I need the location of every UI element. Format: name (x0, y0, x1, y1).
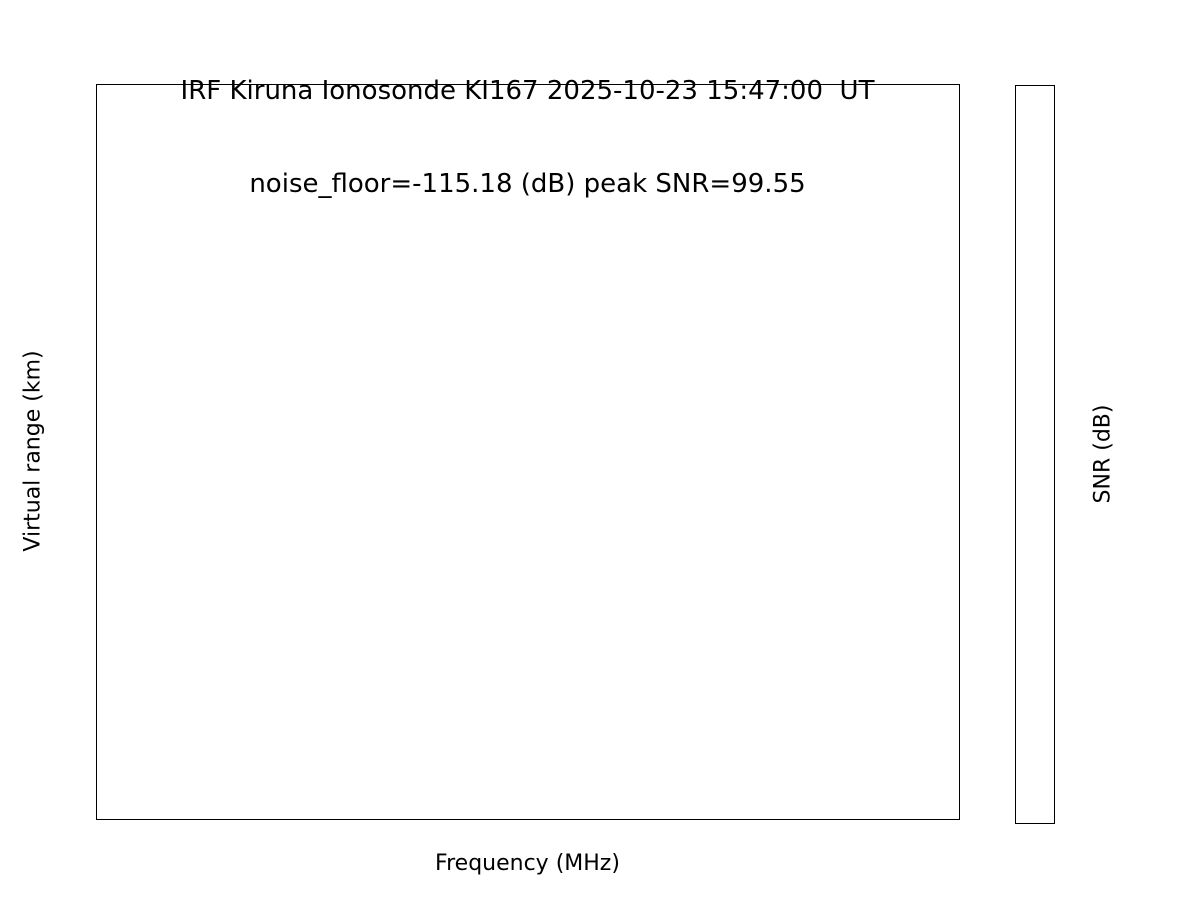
y-axis-label: Virtual range (km) (20, 350, 46, 552)
colorbar (1014, 84, 1055, 824)
ionogram-heatmap-canvas (96, 84, 958, 818)
plot-frame (95, 83, 960, 820)
x-axis-label: Frequency (MHz) (435, 851, 620, 876)
colorbar-label: SNR (dB) (1090, 404, 1116, 504)
